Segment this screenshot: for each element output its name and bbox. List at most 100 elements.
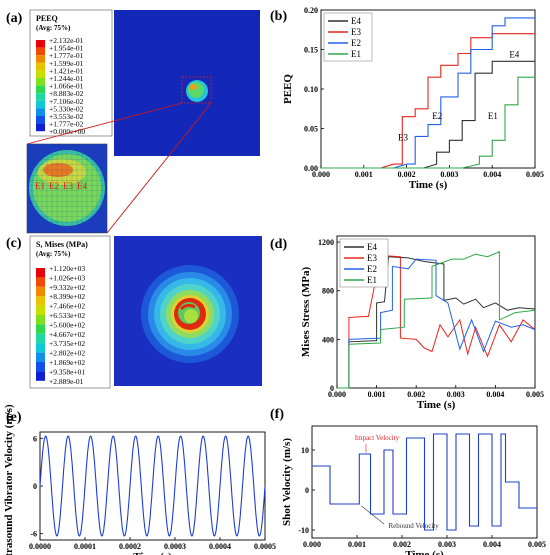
y-tick-label: 400: [322, 335, 334, 344]
legend-swatch: [36, 116, 45, 124]
y-tick-label: 0.10: [304, 85, 318, 94]
x-tick-label: 0.002: [393, 540, 411, 549]
zoom-label-e2: E2: [49, 181, 59, 191]
legend-label-e4: E4: [367, 242, 377, 252]
x-axis-label: Time (s): [405, 549, 444, 555]
legend-swatch: [36, 93, 45, 101]
x-tick-label: 0.0003: [164, 542, 186, 551]
x-tick-label: 0.000: [328, 390, 346, 399]
x-tick-label: 0.000: [303, 540, 321, 549]
panel-label-f: (f): [270, 407, 284, 422]
series-e4: [321, 60, 535, 169]
x-tick-label: 0.005: [526, 390, 544, 399]
legend-swatch: [36, 286, 45, 297]
x-tick-label: 0.000: [312, 170, 330, 179]
zoom-box: [181, 76, 212, 104]
x-tick-label: 0.005: [526, 170, 544, 179]
x-tick-label: 0.004: [483, 540, 501, 549]
legend-label-e1: E1: [351, 49, 361, 59]
plot-b: 0.000 0.001 0.002 0.003 0.004 0.005 0.00 0.05 0.…: [282, 6, 544, 191]
y-tick-label: 1200: [318, 238, 334, 247]
legend-level: +1.120e+03: [49, 264, 85, 273]
y-tick-label: 10: [301, 446, 309, 455]
y-axis-label: PEEQ: [282, 74, 294, 104]
legend-swatch: [36, 47, 45, 56]
legend-swatch: [36, 78, 45, 86]
annotation-e3: E3: [398, 132, 408, 142]
x-tick-label: 0.001: [368, 390, 386, 399]
legend-level: +9.358e+01: [49, 367, 85, 376]
panel-label-d: (d): [270, 237, 287, 252]
legend-label-e4: E4: [351, 16, 361, 26]
zoom-labels: E1 E2 E3 E4: [35, 181, 87, 191]
legend-swatch: [36, 315, 45, 325]
legend-level: +2.132e-01: [49, 36, 84, 45]
panel-label-e: (e): [6, 410, 22, 425]
legend-swatch: [36, 85, 45, 94]
x-axis-label: Time (s): [417, 399, 456, 411]
series-vibrator-velocity: [39, 435, 266, 537]
legend-swatch: [36, 100, 45, 109]
legend-level: +7.106e-02: [49, 97, 84, 106]
y-tick-label: 0.20: [304, 6, 318, 15]
legend-level: +6.533e+02: [49, 311, 85, 320]
x-axis-label: Time (s): [133, 551, 172, 555]
contour-a-spot-core: [189, 84, 197, 90]
legend-swatch: [36, 62, 45, 71]
legend-level: +1.066e-01: [49, 82, 84, 91]
legend-label-e1: E1: [367, 275, 377, 285]
x-tick-label: 0.004: [486, 390, 504, 399]
x-axis-label: Time (s): [409, 179, 448, 191]
plot-d: 0.000 0.001 0.002 0.003 0.004 0.005 0 400 800 120…: [300, 235, 544, 411]
annotation-e2: E2: [432, 111, 442, 121]
y-tick-label: 800: [322, 287, 334, 296]
series-shot-velocity: [312, 433, 537, 531]
legend-level: +1.026e+03: [49, 273, 85, 282]
contour-a: PEEQ (Avg: 75%) +2.132e-01+1.954e-01+1.7…: [26, 9, 260, 234]
y-tick-label: 0: [330, 384, 334, 393]
legend-swatch: [36, 70, 45, 78]
x-tick-label: 0.004: [483, 170, 501, 179]
x-tick-label: 0.0004: [209, 542, 231, 551]
legend-swatch: [36, 296, 45, 306]
contour-c-arc: [179, 303, 196, 311]
series-e3: [337, 254, 536, 389]
annotation-e4: E4: [509, 49, 519, 59]
y-tick-label: 0.00: [304, 164, 318, 173]
series-e1: [321, 76, 535, 169]
y-axis-label: Mises Stress (MPa): [300, 267, 312, 358]
y-tick-label: 0.15: [304, 46, 318, 55]
legend-level: +0.000e+00: [49, 127, 85, 136]
legend-swatch: [36, 277, 45, 287]
legend-level: +2.802e+02: [49, 349, 85, 358]
legend-swatch: [36, 305, 45, 315]
zoom-line-bottom: [106, 102, 212, 234]
legend-level: +8.399e+02: [49, 292, 85, 301]
legend-level: +4.667e+02: [49, 330, 85, 339]
legend-level: +9.332e+02: [49, 283, 85, 292]
zoom-label-e1: E1: [35, 181, 45, 191]
y-axis-label: Ultrasound Vibrator Velocity (m/s): [3, 404, 15, 555]
x-tick-label: 0.0002: [119, 542, 141, 551]
x-tick-label: 0.0000: [29, 542, 51, 551]
legend-label-e2: E2: [367, 264, 377, 274]
x-tick-label: 0.001: [355, 170, 373, 179]
x-tick-label: 0.0001: [74, 542, 96, 551]
x-tick-label: 0.0005: [254, 542, 276, 551]
legend-swatch: [36, 40, 45, 48]
legend-a-swatches: [36, 40, 45, 132]
legend-level: +1.777e-01: [49, 51, 84, 60]
series-e3: [321, 33, 535, 169]
legend-level: +1.421e-01: [49, 66, 84, 75]
legend-level: +2.889e-01: [49, 377, 84, 386]
legend-level: +1.777e-02: [49, 120, 84, 129]
legend-a-levels: +2.132e-01+1.954e-01+1.777e-01+1.599e-01…: [49, 36, 85, 136]
y-tick-label: 0: [33, 482, 37, 491]
annotation-e1: E1: [488, 111, 498, 121]
annotation-arrow-rebound: [361, 505, 385, 525]
y-tick-label: -6: [30, 530, 37, 539]
legend-swatch: [36, 123, 45, 132]
legend-a-subtitle: (Avg: 75%): [36, 24, 71, 32]
y-tick-label: -10: [298, 526, 309, 535]
series-e1: [337, 251, 536, 389]
